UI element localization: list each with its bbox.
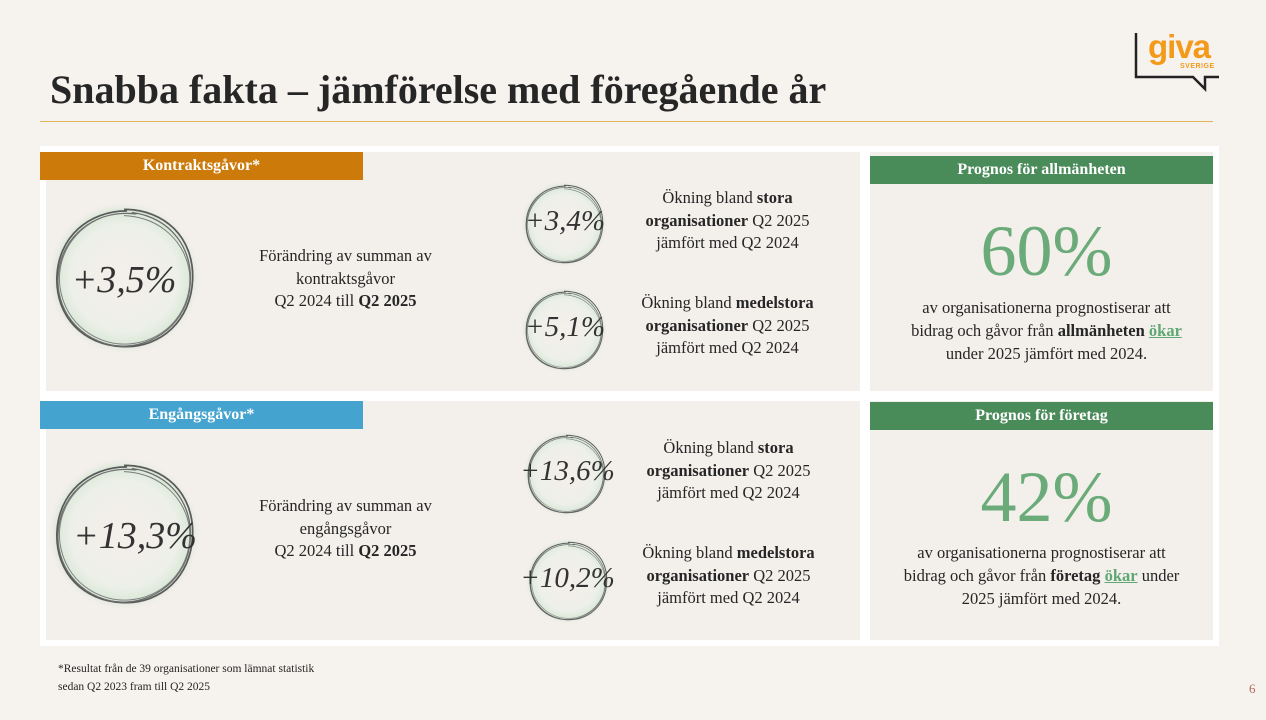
compared-text: jämfört med Q2 2024	[657, 588, 800, 607]
quarter-text: Q2 2025	[748, 315, 810, 335]
large-text: stora	[756, 188, 793, 207]
onetime-header: Engångsgåvor*	[40, 401, 363, 429]
forecast-public-panel	[864, 146, 1219, 397]
increase-text: Ökning bland	[662, 188, 757, 207]
page-title: Snabba fakta – jämförelse med föregående…	[50, 67, 827, 112]
forecast-public-text: av organisationerna prognostiserar att b…	[875, 296, 1218, 365]
contract-large-description: Ökning bland stora organisationer Q2 202…	[615, 187, 840, 255]
onetime-desc-line3a: Q2 2024 till	[274, 541, 359, 560]
forecast-public-line1: av organisationerna prognostiserar att	[922, 298, 1171, 317]
contract-header: Kontraktsgåvor*	[40, 152, 363, 180]
footnote: *Resultat från de 39 organisationer som …	[58, 660, 314, 696]
quarter-text: Q2 2025	[749, 460, 811, 480]
forecast-business-line3: 2025 jämfört med 2024.	[961, 589, 1122, 608]
forecast-public-percent: 60%	[980, 211, 1113, 291]
compared-text: jämfört med Q2 2024	[657, 483, 800, 502]
onetime-desc-line1: Förändring av summan av	[259, 496, 432, 515]
orgs-text: organisationer	[646, 565, 750, 585]
footnote-line2: sedan Q2 2023 fram till Q2 2025	[58, 681, 211, 693]
medium-text: medelstora	[736, 543, 815, 562]
logo-subtitle: SVERIGE	[1180, 63, 1215, 70]
contract-desc-line1: Förändring av summan av	[259, 246, 432, 265]
forecast-public-header: Prognos för allmänheten	[870, 156, 1213, 184]
contract-desc-line2: kontraktsgåvor	[296, 268, 395, 288]
onetime-desc-line2: engångsgåvor	[299, 518, 392, 538]
forecast-business-percent: 42%	[980, 457, 1113, 537]
onetime-large-value: +13,6%	[520, 455, 615, 487]
logo-wordmark: giva	[1148, 28, 1211, 65]
contract-large-value: +3,4%	[525, 205, 605, 237]
forecast-business-panel	[864, 395, 1219, 646]
contract-desc-line3b: Q2 2025	[358, 291, 417, 310]
forecast-business-text: av organisationerna prognostiserar att b…	[870, 541, 1213, 610]
page-number: 6	[1249, 681, 1256, 696]
forecast-public-line2a: bidrag och gåvor från	[911, 321, 1058, 340]
forecast-public-increase: ökar	[1148, 321, 1182, 340]
contract-medium-description: Ökning bland medelstora organisationer Q…	[615, 292, 840, 360]
forecast-business-target: företag	[1050, 566, 1101, 585]
medium-text: medelstora	[735, 293, 814, 312]
logo-speech-bubble-icon	[1134, 33, 1219, 93]
orgs-text: organisationer	[645, 315, 749, 335]
forecast-business-line2e: under	[1137, 566, 1180, 585]
orgs-text: organisationer	[646, 460, 750, 480]
contract-main-value: +3,5%	[71, 259, 177, 301]
onetime-main-value: +13,3%	[73, 515, 197, 557]
orgs-text: organisationer	[645, 210, 749, 230]
onetime-main-description: Förändring av summan av engångsgåvor Q2 …	[233, 495, 458, 563]
increase-text: Ökning bland	[642, 543, 737, 562]
onetime-desc-line3b: Q2 2025	[358, 541, 417, 560]
forecast-public-line3: under 2025 jämfört med 2024.	[945, 344, 1148, 363]
footnote-line1: *Resultat från de 39 organisationer som …	[58, 663, 315, 675]
quarter-text: Q2 2025	[748, 210, 810, 230]
forecast-business-line1: av organisationerna prognostiserar att	[917, 543, 1166, 562]
onetime-medium-description: Ökning bland medelstora organisationer Q…	[616, 542, 841, 610]
forecast-business-increase: ökar	[1104, 566, 1138, 585]
onetime-large-description: Ökning bland stora organisationer Q2 202…	[616, 437, 841, 505]
compared-text: jämfört med Q2 2024	[656, 338, 799, 357]
onetime-medium-value: +10,2%	[520, 562, 615, 594]
increase-text: Ökning bland	[641, 293, 736, 312]
large-text: stora	[757, 438, 794, 457]
compared-text: jämfört med Q2 2024	[656, 233, 799, 252]
contract-medium-value: +5,1%	[525, 311, 605, 343]
contract-main-description: Förändring av summan av kontraktsgåvor Q…	[233, 245, 458, 313]
quarter-text: Q2 2025	[749, 565, 811, 585]
forecast-business-header: Prognos för företag	[870, 402, 1213, 430]
forecast-public-target: allmänheten	[1057, 321, 1145, 340]
forecast-business-line2a: bidrag och gåvor från	[903, 566, 1051, 585]
title-divider	[40, 121, 1213, 122]
contract-desc-line3a: Q2 2024 till	[274, 291, 359, 310]
increase-text: Ökning bland	[663, 438, 758, 457]
